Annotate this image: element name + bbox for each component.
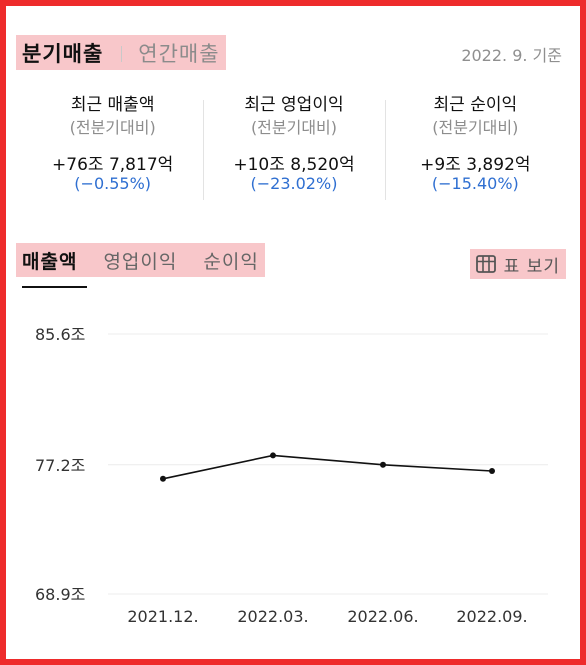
tab-net-income[interactable]: 순이익 <box>203 250 259 273</box>
summary-change: (−0.55%) <box>74 174 152 193</box>
summary-title: 최근 순이익 <box>433 95 518 115</box>
summary-subtitle: (전분기대비) <box>250 118 338 137</box>
summary-value: +76조 7,817억 <box>52 155 174 175</box>
table-grid-icon <box>475 255 496 273</box>
summary-change: (−15.40%) <box>431 174 519 193</box>
summary-net-income: 최근 순이익 (전분기대비) +9조 3,892억 (−15.40%) <box>384 88 566 213</box>
tab-operating-profit[interactable]: 영업이익 <box>103 250 178 273</box>
revenue-line-chart: 85.6조 77.2조 68.9조 2021.12. 2022.03. 2022.06. 2… <box>35 325 548 626</box>
active-tab-underline <box>22 286 87 288</box>
summary-revenue: 최근 매출액 (전분기대비) +76조 7,817억 (−0.55%) <box>22 88 203 213</box>
x-tick-label: 2022.06. <box>347 607 418 626</box>
summary-title: 최근 매출액 <box>70 95 155 115</box>
revenue-series-line <box>162 454 493 480</box>
tab-divider <box>121 45 123 62</box>
tab-annual-sales[interactable]: 연간매출 <box>138 41 220 66</box>
summary-title: 최근 영업이익 <box>244 95 344 115</box>
summary-panel: 최근 매출액 (전분기대비) +76조 7,817억 (−0.55%) 최근 영… <box>22 88 566 213</box>
x-tick-label: 2022.09. <box>456 607 527 626</box>
summary-change: (−23.02%) <box>250 174 338 193</box>
x-tick-label: 2022.03. <box>237 607 308 626</box>
summary-value: +9조 3,892억 <box>420 155 531 175</box>
data-point[interactable] <box>489 468 495 475</box>
reference-date: 2022. 9. 기준 <box>461 46 562 65</box>
summary-value: +10조 8,520억 <box>233 155 355 175</box>
tab-quarterly-sales[interactable]: 분기매출 <box>22 41 104 66</box>
summary-subtitle: (전분기대비) <box>432 118 519 137</box>
y-tick-label: 77.2조 <box>35 456 85 475</box>
table-view-label: 표 보기 <box>503 256 560 277</box>
data-point[interactable] <box>160 475 166 482</box>
data-point[interactable] <box>380 461 386 468</box>
data-point[interactable] <box>270 452 276 459</box>
summary-operating-profit: 최근 영업이익 (전분기대비) +10조 8,520억 (−23.02%) <box>203 88 384 213</box>
metric-tab-group: 매출액 영업이익 순이익 <box>16 243 265 277</box>
table-view-button[interactable]: 표 보기 <box>469 249 566 279</box>
y-tick-label: 68.9조 <box>35 585 85 604</box>
x-tick-label: 2021.12. <box>127 607 198 626</box>
tab-revenue[interactable]: 매출액 <box>22 250 78 273</box>
y-tick-label: 85.6조 <box>35 325 85 344</box>
summary-subtitle: (전분기대비) <box>69 118 156 137</box>
period-tab-group: 분기매출 연간매출 <box>16 35 226 70</box>
